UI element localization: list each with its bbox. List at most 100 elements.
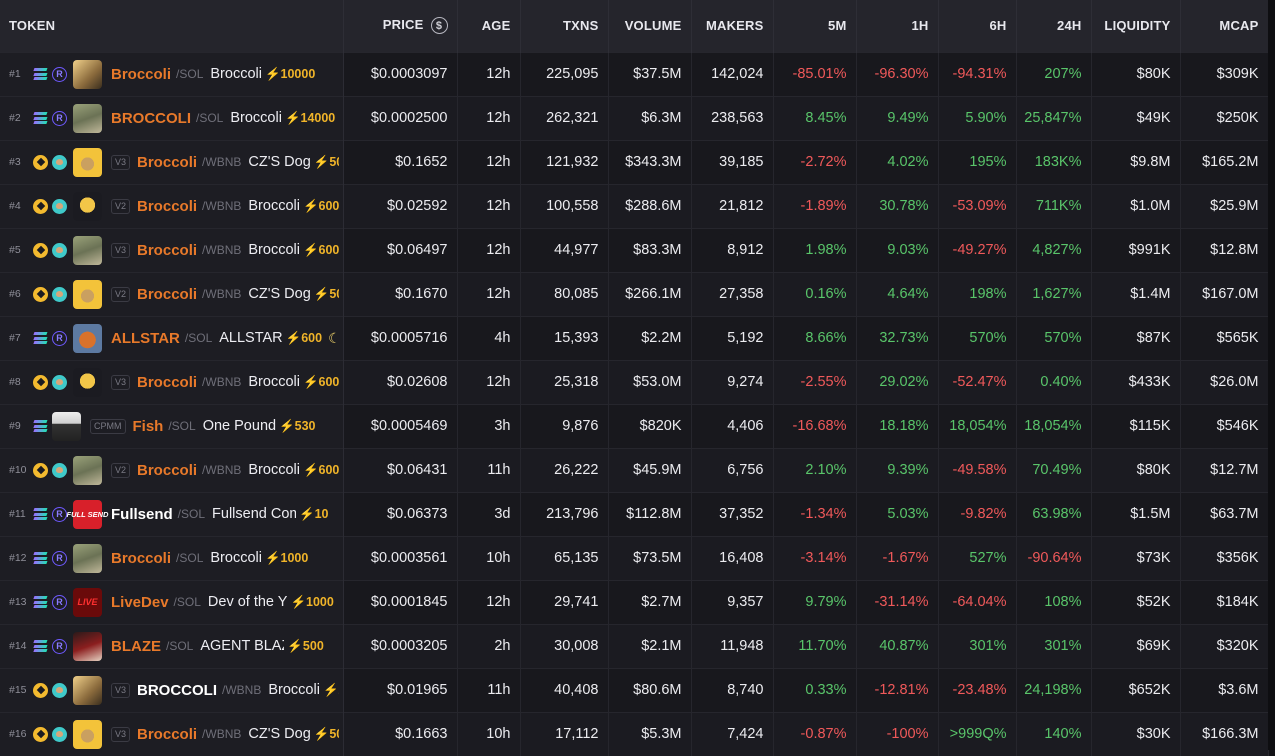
token-avatar bbox=[73, 367, 102, 397]
table-row[interactable]: #11 R FULL SEND Fullsend/SOL Fullsend Com ⚡10… bbox=[0, 492, 1269, 536]
change-h1-cell: 40.87% bbox=[856, 624, 939, 668]
mcap-cell: $12.7M bbox=[1180, 448, 1269, 492]
age-cell: 4h bbox=[457, 316, 521, 360]
token-name: CZ'S Dog bbox=[248, 726, 311, 743]
quote-pair: /SOL bbox=[177, 507, 206, 521]
liquidity-cell: $49K bbox=[1091, 96, 1181, 140]
pool-version-badge: V3 bbox=[111, 154, 131, 170]
pancakeswap-dex-icon bbox=[52, 682, 67, 698]
col-header-txns[interactable]: TXNS bbox=[520, 0, 609, 52]
token-name: CZ'S Dog bbox=[248, 154, 311, 170]
solana-chain-icon bbox=[33, 111, 48, 126]
token-cell[interactable]: #13 R LIVE LiveDev/SOL Dev of the Y ⚡1000 bbox=[0, 580, 344, 624]
table-row[interactable]: #16 V3 Broccoli/WBNB CZ'S Dog⚡500 $0.166310h… bbox=[0, 712, 1269, 756]
token-info: #5 V3 Broccoli/WBNB Broccoli ⚡600 bbox=[9, 229, 339, 272]
solana-chain-icon bbox=[33, 419, 48, 434]
token-cell[interactable]: #5 V3 Broccoli/WBNB Broccoli ⚡600 bbox=[0, 228, 344, 272]
token-avatar: FULL SEND bbox=[67, 499, 108, 529]
change-h24-cell: 207% bbox=[1016, 52, 1092, 96]
col-header-mcap[interactable]: MCAP bbox=[1180, 0, 1269, 52]
age-cell: 12h bbox=[457, 52, 521, 96]
token-name: Broccoli bbox=[210, 550, 262, 566]
mcap-cell: $546K bbox=[1180, 404, 1269, 448]
rank-label: #7 bbox=[9, 332, 21, 344]
change-h24-cell: 1,627% bbox=[1016, 272, 1092, 316]
token-symbol: Broccoli bbox=[137, 241, 198, 259]
col-header-age[interactable]: AGE bbox=[457, 0, 521, 52]
mcap-cell: $12.8M bbox=[1180, 228, 1269, 272]
col-header-price[interactable]: PRICE $ bbox=[343, 0, 458, 52]
token-cell[interactable]: #8 V3 Broccoli/WBNB Broccoli ⚡600 bbox=[0, 360, 344, 404]
token-symbol: ALLSTAR bbox=[111, 329, 180, 347]
token-cell[interactable]: #12 R Broccoli/SOL Broccoli ⚡1000 bbox=[0, 536, 344, 580]
token-cell[interactable]: #11 R FULL SEND Fullsend/SOL Fullsend Com ⚡10 bbox=[0, 492, 344, 536]
pancakeswap-dex-icon bbox=[52, 462, 67, 478]
change-h24-cell: 0.40% bbox=[1016, 360, 1092, 404]
table-row[interactable]: #8 V3 Broccoli/WBNB Broccoli ⚡600 $0.02608 12h… bbox=[0, 360, 1269, 404]
token-info: #11 R FULL SEND Fullsend/SOL Fullsend Com ⚡10 bbox=[9, 493, 339, 536]
bnb-chain-icon bbox=[33, 462, 48, 478]
quote-pair: /WBNB bbox=[202, 287, 242, 301]
token-avatar bbox=[73, 191, 102, 221]
table-row[interactable]: #9 CPMM Fish/SOL One Pound ⚡530 $0.0005469 3h 9… bbox=[0, 404, 1269, 448]
table-row[interactable]: #12 R Broccoli/SOL Broccoli ⚡1000 $0.0003561 1… bbox=[0, 536, 1269, 580]
col-header-token[interactable]: TOKEN bbox=[0, 0, 344, 52]
token-cell[interactable]: #6 V2 Broccoli/WBNB CZ'S Dog⚡500 bbox=[0, 272, 344, 316]
change-h24-cell: 301% bbox=[1016, 624, 1092, 668]
table-row[interactable]: #14 R BLAZE/SOL AGENT BLAZE⚡500 $0.00032052h… bbox=[0, 624, 1269, 668]
boost-badge: ⚡500 bbox=[313, 726, 339, 741]
token-cell[interactable]: #3 V3 Broccoli/WBNB CZ'S Dog⚡500 bbox=[0, 140, 344, 184]
col-header-24h[interactable]: 24H bbox=[1016, 0, 1092, 52]
token-symbol: Broccoli bbox=[137, 461, 198, 479]
col-header-makers[interactable]: MAKERS bbox=[691, 0, 774, 52]
rank-label: #16 bbox=[9, 728, 27, 741]
col-header-liquidity[interactable]: LIQUIDITY bbox=[1091, 0, 1181, 52]
table-row[interactable]: #13 R LIVE LiveDev/SOL Dev of the Y ⚡1000 $0.0… bbox=[0, 580, 1269, 624]
makers-cell: 6,756 bbox=[691, 448, 774, 492]
token-avatar bbox=[73, 675, 102, 705]
boost-badge: ⚡10000 bbox=[264, 66, 316, 81]
age-cell: 10h bbox=[457, 536, 521, 580]
rank-label: #2 bbox=[9, 112, 21, 124]
table-row[interactable]: #2 R BROCCOLI/SOL Broccoli ⚡14000 $0.0002500 1… bbox=[0, 96, 1269, 140]
liquidity-cell: $69K bbox=[1091, 624, 1181, 668]
change-h6-cell: -94.31% bbox=[938, 52, 1017, 96]
token-cell[interactable]: #1 R Broccoli/SOL Broccoli ⚡10000 bbox=[0, 52, 344, 96]
col-header-1h[interactable]: 1H bbox=[856, 0, 939, 52]
table-row[interactable]: #15 V3 BROCCOLI/WBNB Broccoli⚡220 $0.0196511… bbox=[0, 668, 1269, 712]
token-name: Fullsend Com bbox=[212, 506, 297, 522]
price-cell: $0.0002500 bbox=[343, 96, 458, 140]
pool-version-badge: V3 bbox=[111, 726, 131, 742]
age-cell: 12h bbox=[457, 272, 521, 316]
change-h24-cell: 70.49% bbox=[1016, 448, 1092, 492]
token-cell[interactable]: #2 R BROCCOLI/SOL Broccoli ⚡14000 bbox=[0, 96, 344, 140]
col-header-6h[interactable]: 6H bbox=[938, 0, 1017, 52]
table-row[interactable]: #5 V3 Broccoli/WBNB Broccoli ⚡600 $0.06497 12h… bbox=[0, 228, 1269, 272]
table-row[interactable]: #10 V2 Broccoli/WBNB Broccoli ⚡600 $0.06431 11… bbox=[0, 448, 1269, 492]
txns-cell: 262,321 bbox=[520, 96, 609, 140]
change-h24-cell: 18,054% bbox=[1016, 404, 1092, 448]
table-row[interactable]: #6 V2 Broccoli/WBNB CZ'S Dog⚡500 $0.167012h8… bbox=[0, 272, 1269, 316]
token-cell[interactable]: #16 V3 Broccoli/WBNB CZ'S Dog⚡500 bbox=[0, 712, 344, 756]
table-row[interactable]: #4 V2 Broccoli/WBNB Broccoli ⚡600 $0.02592 12h… bbox=[0, 184, 1269, 228]
table-row[interactable]: #7RALLSTAR/SOLALLSTAR⚡600☾$0.00057164h15… bbox=[0, 316, 1269, 360]
col-header-5m[interactable]: 5M bbox=[773, 0, 857, 52]
token-cell[interactable]: #4 V2 Broccoli/WBNB Broccoli ⚡600 bbox=[0, 184, 344, 228]
scrollbar[interactable] bbox=[1268, 0, 1275, 750]
solana-chain-icon bbox=[33, 331, 48, 346]
col-header-volume[interactable]: VOLUME bbox=[608, 0, 692, 52]
token-cell[interactable]: #9 CPMM Fish/SOL One Pound ⚡530 bbox=[0, 404, 344, 448]
token-info: #3 V3 Broccoli/WBNB CZ'S Dog⚡500 bbox=[9, 141, 339, 184]
token-avatar bbox=[73, 103, 102, 133]
token-cell[interactable]: #10 V2 Broccoli/WBNB Broccoli ⚡600 bbox=[0, 448, 344, 492]
pancakeswap-dex-icon bbox=[52, 154, 67, 170]
change-m5-cell: -2.55% bbox=[773, 360, 857, 404]
token-cell[interactable]: #14 R BLAZE/SOL AGENT BLAZE⚡500 bbox=[0, 624, 344, 668]
table-row[interactable]: #1 R Broccoli/SOL Broccoli ⚡10000 $0.0003097 1… bbox=[0, 52, 1269, 96]
dollar-circle-icon[interactable]: $ bbox=[430, 17, 448, 35]
pool-version-badge: V2 bbox=[111, 286, 131, 302]
token-cell[interactable]: #15 V3 BROCCOLI/WBNB Broccoli⚡220 bbox=[0, 668, 344, 712]
